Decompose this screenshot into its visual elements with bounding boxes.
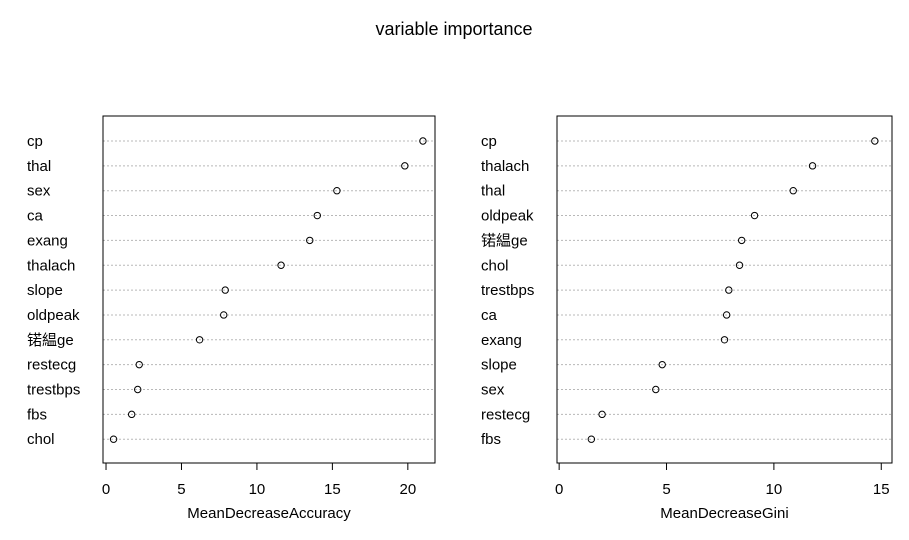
x-tick-label: 15 [324, 481, 341, 498]
data-point [737, 236, 746, 245]
x-tick-label: 0 [555, 481, 563, 498]
data-point [277, 261, 285, 269]
accuracy-dotchart: cp thal sex ca exang thalach slope oldpeak 锘緼ge r… [27, 115, 436, 522]
x-axis-label: MeanDecreaseGini [660, 505, 788, 522]
category-label: exang [481, 332, 522, 349]
category-label: thalach [27, 257, 75, 274]
plot-frame [102, 115, 436, 464]
category-label: thal [27, 158, 51, 175]
category-label: sex [27, 183, 51, 200]
category-label: slope [27, 282, 63, 299]
x-tick-label: 15 [873, 481, 890, 498]
category-label: chol [27, 431, 55, 448]
figure-title: variable importance [375, 19, 532, 39]
plot-frame [556, 115, 893, 464]
data-point [808, 162, 817, 170]
x-tick-label: 5 [662, 481, 670, 498]
data-point [109, 435, 118, 443]
x-tick-label: 5 [177, 481, 185, 498]
data-point [134, 385, 142, 394]
category-label: exang [27, 232, 68, 249]
data-point [135, 360, 143, 369]
category-label: restecg [27, 357, 76, 374]
data-point [587, 435, 596, 443]
category-label: 锘緼ge [481, 232, 528, 249]
category-label: thal [481, 183, 505, 200]
category-label: fbs [481, 431, 501, 448]
data-point [127, 410, 136, 419]
data-point [735, 261, 744, 269]
data-point [871, 137, 879, 145]
category-label: fbs [27, 406, 47, 423]
category-label: cp [481, 133, 497, 150]
data-point [720, 336, 729, 344]
category-label: 锘緼ge [27, 332, 74, 349]
data-point [401, 162, 409, 170]
data-point [221, 286, 229, 294]
category-label: oldpeak [27, 307, 80, 324]
data-point [333, 187, 341, 195]
category-label: oldpeak [481, 208, 534, 225]
data-point [598, 410, 606, 419]
data-point [789, 187, 797, 195]
category-label: cp [27, 133, 43, 150]
category-label: restecg [481, 406, 530, 423]
x-tick-label: 20 [399, 481, 416, 498]
category-label: trestbps [27, 382, 80, 399]
category-label: trestbps [481, 282, 534, 299]
category-label: sex [481, 382, 505, 399]
data-point [195, 336, 204, 344]
data-point [722, 311, 731, 319]
data-point [419, 137, 427, 145]
data-point [750, 211, 759, 220]
data-point [313, 211, 321, 220]
category-label: ca [27, 208, 44, 225]
category-label: slope [481, 357, 517, 374]
category-label: chol [481, 257, 509, 274]
x-axis-label: MeanDecreaseAccuracy [187, 505, 351, 522]
data-point [220, 311, 228, 319]
data-point [652, 385, 660, 394]
data-point [725, 286, 733, 294]
gini-dotchart: cp thalach thal oldpeak 锘緼ge chol trestbps ca ex… [481, 115, 893, 522]
data-point [658, 360, 666, 369]
category-label: ca [481, 307, 498, 324]
x-tick-label: 10 [766, 481, 783, 498]
x-tick-label: 10 [249, 481, 266, 498]
x-tick-label: 0 [102, 481, 110, 498]
category-label: thalach [481, 158, 529, 175]
data-point [306, 236, 314, 245]
